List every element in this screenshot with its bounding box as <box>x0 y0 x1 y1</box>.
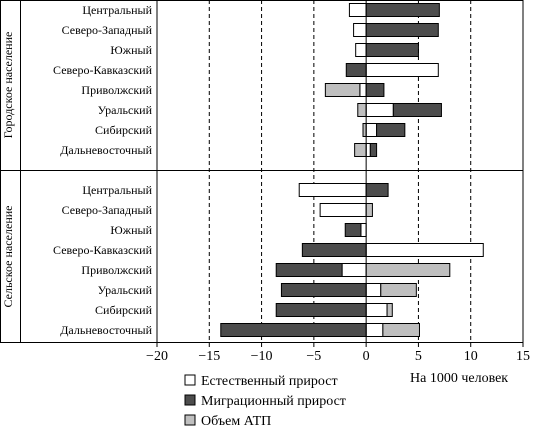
category-label: Южный <box>110 43 152 57</box>
x-tick-label: −20 <box>146 349 168 364</box>
bar-migration <box>275 303 367 317</box>
bar-migration <box>345 63 367 77</box>
bar-natural <box>365 63 439 77</box>
bar-natural <box>298 183 367 197</box>
bar-atp <box>324 83 361 97</box>
bar-migration <box>392 103 442 117</box>
bar-migration <box>369 143 378 157</box>
category-label: Северо-Западный <box>62 23 153 37</box>
bar-natural <box>365 123 378 137</box>
bar-natural <box>355 43 367 57</box>
category-label: Северо-Западный <box>62 203 153 217</box>
bar-migration <box>365 183 389 197</box>
x-tick-label: −5 <box>306 349 321 364</box>
bar-atp <box>386 303 393 317</box>
bar-natural <box>359 83 367 97</box>
bar-migration <box>365 83 385 97</box>
bar-atp <box>365 203 373 217</box>
bar-atp <box>357 103 367 117</box>
bar-natural <box>365 283 382 297</box>
bar-natural <box>360 223 367 237</box>
group-label: Городское население <box>1 32 15 139</box>
category-label: Дальневосточный <box>60 323 152 337</box>
legend-layer: Естественный прирост Миграционный прирост… <box>184 374 346 429</box>
bar-migration <box>220 323 367 337</box>
bar-natural <box>365 243 484 257</box>
category-label: Дальневосточный <box>60 143 152 157</box>
x-tick-label: 0 <box>363 349 370 364</box>
x-tick-label: −10 <box>251 349 273 364</box>
bar-atp <box>382 323 420 337</box>
bars-layer <box>220 3 484 337</box>
category-label: Приволжский <box>81 83 152 97</box>
plot-frame <box>156 0 524 343</box>
category-label: Северо-Кавказский <box>53 243 153 257</box>
bar-natural <box>365 323 384 337</box>
legend-label: Естественный прирост <box>201 374 338 389</box>
category-label: Центральный <box>82 183 152 197</box>
legend-label: Объем АТП <box>201 414 271 429</box>
legend-label: Миграционный прирост <box>201 394 346 409</box>
legend-swatch-natural <box>184 374 196 386</box>
legend-swatch-migration <box>184 394 196 406</box>
x-axis-title: На 1000 человек <box>410 371 508 386</box>
x-tick-label: 5 <box>415 349 422 364</box>
bar-natural <box>341 263 367 277</box>
category-label: Уральский <box>98 283 153 297</box>
x-tick-label: 15 <box>516 349 530 364</box>
bar-migration <box>376 123 406 137</box>
bar-atp <box>354 143 367 157</box>
category-label: Приволжский <box>81 263 152 277</box>
group-label: Сельское население <box>1 206 15 308</box>
bar-atp <box>380 283 417 297</box>
bar-natural <box>365 143 371 157</box>
bar-migration <box>275 263 343 277</box>
bar-natural <box>348 3 367 17</box>
legend-swatch-atp <box>184 414 196 426</box>
frame-layer <box>0 0 524 347</box>
category-label: Центральный <box>82 3 152 17</box>
bar-atp <box>365 263 451 277</box>
bar-migration <box>280 283 367 297</box>
bar-migration <box>344 223 362 237</box>
labels-layer: Центральный Северо-Западный Южный Северо-Ка… <box>1 3 530 386</box>
category-label: Северо-Кавказский <box>53 63 153 77</box>
category-label: Сибирский <box>95 303 153 317</box>
bar-migration <box>301 243 367 257</box>
bar-migration <box>365 43 419 57</box>
category-label: Уральский <box>98 103 153 117</box>
bar-natural <box>365 103 394 117</box>
bar-migration <box>365 23 439 37</box>
bar-natural <box>353 23 367 37</box>
category-label: Сибирский <box>95 123 153 137</box>
x-tick-label: −15 <box>198 349 220 364</box>
x-tick-label: 10 <box>464 349 478 364</box>
bar-natural <box>365 303 388 317</box>
bar-natural <box>319 203 367 217</box>
bar-migration <box>365 3 440 17</box>
category-label: Южный <box>110 223 152 237</box>
